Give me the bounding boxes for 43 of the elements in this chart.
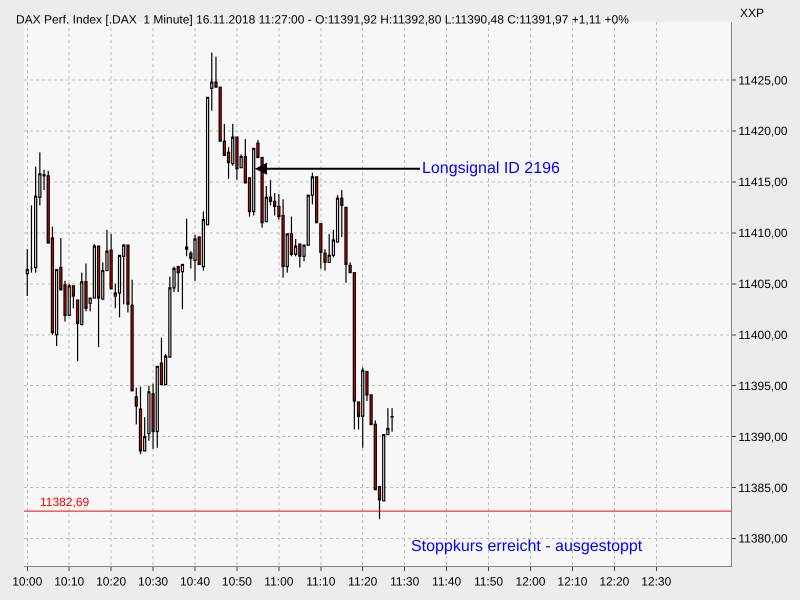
candlestick: [134, 387, 138, 425]
x-tick-label: 10:30: [138, 574, 168, 588]
candlestick: [210, 52, 214, 112]
candlestick: [390, 408, 394, 432]
y-tick-label: 11390,00: [738, 430, 788, 444]
y-tick-label: 11410,00: [738, 226, 788, 240]
x-tick-label: 12:10: [557, 574, 588, 588]
y-tick-label: 11420,00: [738, 124, 788, 138]
x-tick-label: 10:20: [96, 574, 126, 588]
candlestick: [193, 234, 197, 282]
candlestick: [180, 264, 184, 310]
candlestick: [298, 243, 302, 268]
y-tick-label: 11415,00: [738, 175, 788, 190]
candlestick: [344, 206, 348, 284]
x-tick-label: 11:50: [474, 574, 504, 588]
x-tick-label: 10:50: [222, 574, 252, 588]
candlestick: [96, 246, 100, 348]
x-tick-label: 12:00: [515, 574, 546, 588]
text: XXP: [740, 6, 764, 20]
x-tick-label: 11:00: [264, 574, 294, 588]
y-tick-label: 11400,00: [738, 328, 788, 342]
y-tick-label: 11380,00: [738, 532, 788, 546]
y-tick-label: 11385,00: [738, 480, 788, 495]
y-tick-label: 11405,00: [738, 277, 788, 292]
chart-title: DAX Perf. Index [.DAX 1 Minute] 16.11.2018 11:27:00 - O:11391,92 H:11392,80 L:11390,48 C:11391,97 +1,11 +0%: [16, 12, 630, 26]
y-tick-label: 11395,00: [738, 378, 788, 393]
candlestick: [184, 218, 188, 257]
ref-line-label: 11382,69: [40, 495, 90, 509]
annotation: Stoppkurs erreicht - ausgestoppt: [411, 538, 643, 555]
annotation: Longsignal ID 2196: [422, 160, 560, 177]
x-tick-label: 11:30: [390, 574, 420, 588]
x-tick-label: 12:30: [641, 574, 672, 588]
x-tick-label: 11:20: [348, 574, 378, 588]
y-tick-label: 11425,00: [738, 73, 788, 88]
x-tick-label: 12:20: [599, 574, 630, 588]
candlestick: [138, 386, 142, 455]
x-tick-label: 11:10: [306, 574, 336, 588]
x-tick-label: 11:40: [432, 574, 462, 588]
candlestick: [361, 366, 364, 448]
x-tick-label: 10:40: [180, 574, 210, 588]
candlestick: [30, 204, 34, 274]
x-tick-label: 10:10: [54, 574, 85, 588]
x-tick-label: 10:00: [12, 574, 43, 588]
